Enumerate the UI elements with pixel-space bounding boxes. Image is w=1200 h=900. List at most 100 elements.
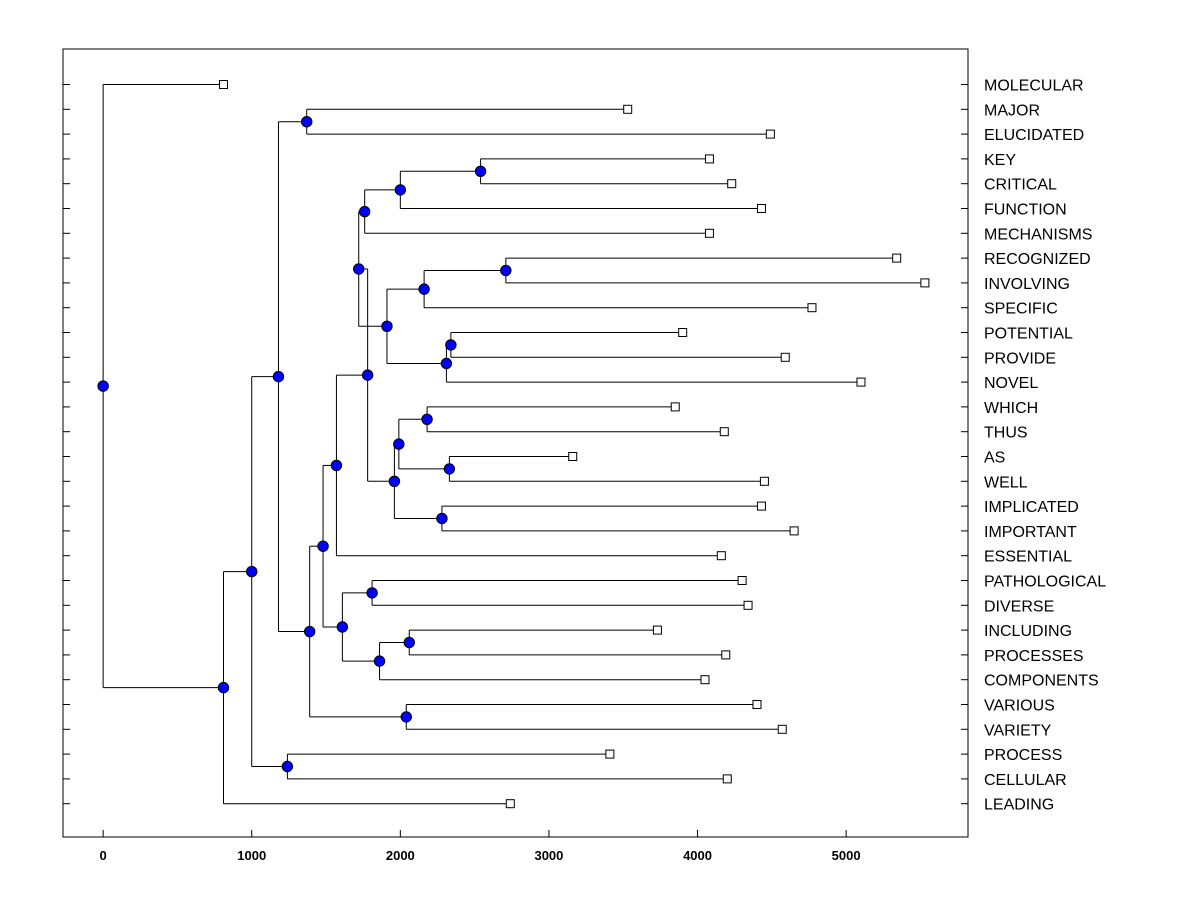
leaf-marker [605, 749, 615, 759]
leaf-marker [623, 104, 633, 114]
leaf-label: PROCESS [984, 747, 1062, 764]
leaf-label: RECOGNIZED [984, 251, 1091, 268]
cluster-node [358, 205, 371, 218]
cluster-node [301, 116, 313, 128]
leaf-marker [716, 551, 726, 561]
axis-ticks [63, 84, 968, 837]
leaf-label: ELUCIDATED [984, 127, 1084, 144]
cluster-node [353, 263, 365, 275]
leaf-label: MECHANISMS [984, 226, 1092, 243]
leaf-marker [704, 154, 714, 164]
leaf-marker [678, 328, 688, 337]
cluster-node [330, 459, 343, 472]
leaf-marker [765, 129, 775, 139]
leaf-marker [920, 278, 930, 288]
leaf-marker [670, 402, 680, 412]
plot-frame [62, 48, 969, 838]
leaf-marker [892, 253, 902, 263]
cluster-node [394, 184, 407, 196]
leaf-label: INCLUDING [984, 623, 1072, 640]
cluster-node [281, 760, 294, 773]
leaf-markers [218, 80, 930, 809]
cluster-node [97, 380, 109, 392]
leaf-marker [737, 576, 747, 585]
leaf-label: POTENTIAL [984, 326, 1073, 343]
cluster-node [336, 621, 349, 633]
cluster-node [393, 438, 405, 450]
leaf-label: PROVIDE [984, 350, 1056, 367]
leaf-label: INVOLVING [984, 276, 1070, 293]
cluster-node [361, 369, 374, 381]
cluster-node [474, 165, 487, 178]
leaf-label: PATHOLOGICAL [984, 574, 1106, 591]
cluster-node [440, 357, 453, 370]
cluster-node [445, 339, 457, 351]
cluster-node [400, 711, 412, 723]
leaf-marker [704, 228, 714, 238]
leaf-label: IMPORTANT [984, 524, 1077, 541]
x-tick-label: 1000 [237, 848, 266, 863]
leaf-marker [722, 774, 732, 784]
leaf-label: THUS [984, 425, 1028, 442]
cluster-node [366, 587, 378, 599]
leaf-label: VARIOUS [984, 698, 1055, 715]
leaf-label: CRITICAL [984, 177, 1057, 194]
cluster-node [303, 625, 316, 638]
cluster-node [317, 540, 329, 552]
leaf-label: CELLULAR [984, 772, 1067, 789]
cluster-node [421, 413, 433, 425]
cluster-node [403, 636, 415, 649]
leaf-label: LEADING [984, 797, 1054, 814]
leaf-label: IMPLICATED [984, 499, 1079, 516]
internal-nodes [97, 116, 512, 773]
x-tick-label: 3000 [534, 848, 563, 863]
leaf-marker [652, 625, 662, 635]
leaf-label: FUNCTION [984, 202, 1067, 219]
leaf-labels: MOLECULAR MAJOR ELUCIDATED KEY CRITICAL FUNCT… [984, 78, 1106, 814]
leaf-marker [789, 526, 799, 536]
leaf-marker [752, 700, 762, 709]
leaf-label: SPECIFIC [984, 301, 1058, 318]
leaf-marker [719, 427, 729, 437]
x-tick-label: 4000 [683, 848, 712, 863]
leaf-marker [759, 476, 769, 486]
cluster-node [373, 655, 386, 667]
cluster-node [381, 320, 393, 332]
leaf-label: MOLECULAR [984, 78, 1084, 95]
leaf-label: WHICH [984, 400, 1038, 417]
x-tick-label: 0 [100, 848, 107, 863]
cluster-node [443, 463, 456, 475]
leaf-label: NOVEL [984, 375, 1038, 392]
leaf-marker [756, 204, 766, 213]
leaf-marker [727, 179, 737, 189]
leaf-label: VARIETY [984, 722, 1052, 739]
leaf-marker [218, 80, 228, 89]
leaf-label: ESSENTIAL [984, 549, 1072, 566]
branches [102, 84, 925, 805]
cluster-node [418, 283, 430, 295]
leaf-label: PROCESSES [984, 648, 1084, 665]
leaf-marker [780, 352, 790, 362]
leaf-marker [568, 452, 578, 461]
leaf-label: DIVERSE [984, 598, 1054, 615]
x-tick-label: 2000 [386, 848, 415, 863]
cluster-node [246, 565, 258, 578]
leaf-marker [721, 650, 731, 660]
leaf-label: AS [984, 450, 1005, 467]
cluster-node [217, 681, 230, 694]
leaf-marker [777, 724, 787, 734]
leaf-marker [743, 600, 753, 610]
x-tick-labels: 0 1000 2000 3000 4000 5000 [100, 848, 861, 863]
leaf-marker [856, 377, 866, 387]
cluster-node [272, 370, 285, 383]
leaf-label: COMPONENTS [984, 673, 1099, 690]
leaf-marker [700, 675, 710, 685]
cluster-node [436, 512, 448, 525]
leaf-marker [505, 799, 515, 809]
leaf-label: MAJOR [984, 102, 1040, 119]
leaf-marker [807, 303, 817, 313]
leaf-marker [756, 501, 766, 511]
leaf-label: WELL [984, 474, 1028, 491]
cluster-node [388, 475, 401, 487]
